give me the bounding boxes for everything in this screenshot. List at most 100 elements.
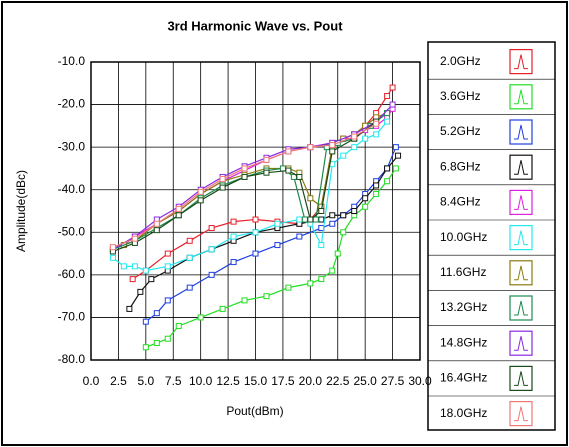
x-tick-label: 0.0 — [83, 374, 100, 388]
data-point — [241, 173, 248, 180]
y-tick-label: -80.0 — [58, 352, 86, 366]
data-point — [197, 188, 204, 195]
legend-icon — [514, 89, 528, 105]
data-point — [373, 120, 380, 127]
data-point — [384, 165, 391, 172]
legend-swatch — [509, 48, 533, 75]
data-point — [384, 118, 391, 125]
data-point — [148, 276, 155, 283]
data-point — [351, 144, 358, 151]
chart-title: 3rd Harmonic Wave vs. Pout — [167, 18, 343, 33]
data-point — [329, 267, 336, 274]
data-point — [126, 305, 133, 312]
data-point — [153, 227, 160, 234]
data-point — [164, 250, 171, 257]
legend-icon — [514, 54, 528, 70]
legend-label: 16.4GHz — [440, 371, 487, 385]
y-axis-label: Amplitude(dBc) — [14, 170, 28, 252]
x-tick-label: 12.5 — [216, 374, 240, 388]
data-point — [329, 212, 336, 219]
data-point — [318, 208, 325, 214]
y-tick-label: -30.0 — [58, 139, 86, 153]
x-tick-label: 22.5 — [326, 374, 350, 388]
data-point — [307, 144, 314, 151]
data-point — [318, 216, 325, 223]
data-point — [197, 197, 204, 204]
data-point — [389, 84, 396, 91]
legend-label: 2.0GHz — [440, 54, 481, 68]
data-point — [219, 305, 226, 312]
data-point — [263, 169, 270, 176]
data-point — [186, 254, 193, 261]
data-point — [307, 216, 314, 223]
data-point — [142, 344, 149, 351]
data-point — [153, 310, 160, 317]
data-point — [279, 165, 286, 172]
data-point — [241, 165, 248, 172]
data-point — [263, 293, 270, 300]
data-point — [252, 229, 259, 236]
data-point — [362, 195, 369, 202]
data-point — [373, 182, 380, 189]
x-tick-label: 30.0 — [408, 374, 432, 388]
legend-swatch — [509, 119, 533, 145]
data-point — [389, 101, 396, 108]
data-point — [318, 242, 325, 249]
data-point — [153, 220, 160, 227]
legend-swatch — [509, 260, 533, 286]
y-tick-label: -10.0 — [58, 54, 86, 68]
legend-label: 10.0GHz — [440, 230, 487, 244]
data-point — [230, 233, 237, 240]
data-point — [395, 152, 402, 159]
data-point — [137, 288, 144, 295]
x-tick-label: 5.0 — [137, 374, 154, 388]
data-point — [263, 156, 270, 163]
y-tick-label: -40.0 — [58, 182, 86, 196]
legend-icon — [514, 195, 528, 210]
legend-label: 8.4GHz — [440, 195, 481, 209]
y-tick-label: -50.0 — [58, 224, 86, 238]
series-line — [112, 104, 394, 250]
data-point — [252, 216, 259, 223]
data-point — [186, 284, 193, 291]
data-point — [340, 152, 347, 159]
legend-icon — [514, 230, 528, 246]
legend-icon — [514, 406, 528, 422]
data-point — [334, 250, 341, 257]
data-point — [340, 229, 347, 236]
legend-label: 14.8GHz — [440, 335, 487, 349]
legend-box — [427, 41, 556, 431]
x-axis-label: Pout(dBm) — [226, 404, 283, 418]
x-tick-label: 20.0 — [299, 374, 323, 388]
data-point — [329, 220, 336, 227]
data-point — [301, 216, 308, 223]
data-point — [307, 280, 314, 287]
legend-icon — [514, 336, 528, 351]
data-point — [274, 220, 281, 227]
x-tick-label: 2.5 — [110, 374, 127, 388]
data-point — [129, 276, 136, 283]
legend-label: 11.6GHz — [440, 265, 486, 279]
legend-label: 6.8GHz — [440, 159, 481, 173]
legend-swatch — [509, 189, 533, 215]
data-point — [285, 148, 292, 155]
legend-swatch — [509, 225, 533, 251]
x-tick-label: 15.0 — [244, 374, 268, 388]
data-point — [219, 176, 226, 183]
data-point — [175, 322, 182, 329]
data-point — [312, 216, 319, 223]
legend-label: 18.0GHz — [440, 406, 487, 420]
x-tick-label: 7.5 — [165, 374, 182, 388]
data-point — [164, 297, 171, 304]
legend-label: 13.2GHz — [440, 300, 487, 314]
data-point — [362, 203, 369, 210]
data-point — [340, 212, 347, 219]
legend-icon — [514, 300, 528, 316]
legend-swatch — [509, 330, 533, 356]
y-tick-label: -60.0 — [58, 267, 86, 281]
data-point — [175, 212, 182, 219]
data-point — [392, 144, 399, 151]
data-point — [142, 267, 149, 274]
data-point — [384, 178, 391, 185]
